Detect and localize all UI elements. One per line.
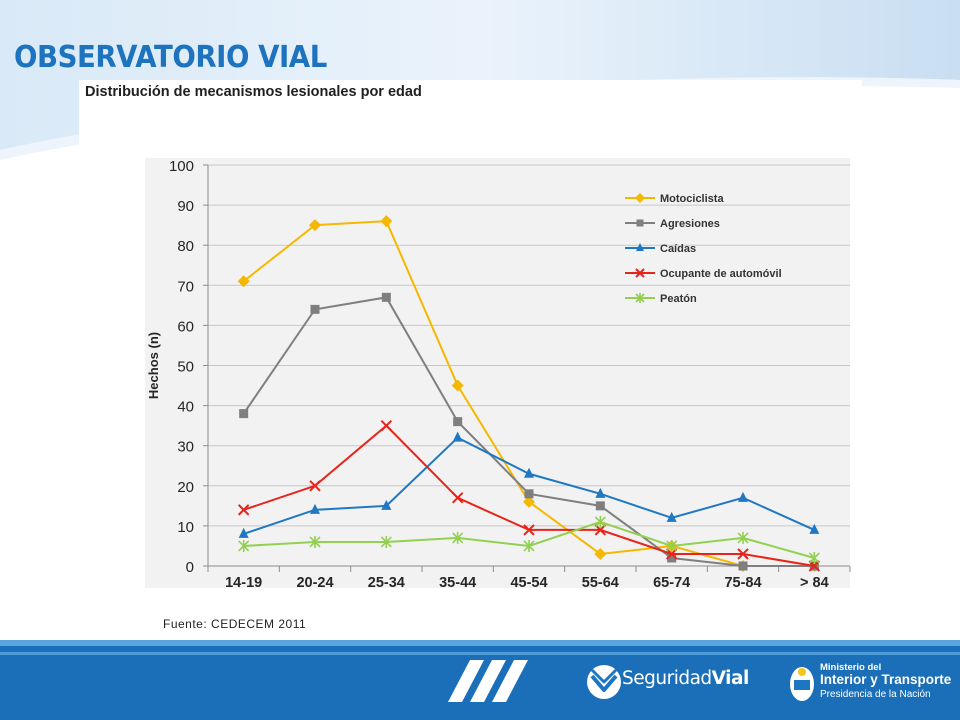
data-point — [524, 489, 534, 499]
y-tick-label: 60 — [177, 318, 194, 335]
data-point — [594, 524, 607, 536]
data-point — [808, 551, 820, 564]
x-tick-label: 55-64 — [582, 575, 619, 591]
source-note: Fuente: CEDECEM 2011 — [163, 617, 307, 631]
legend-marker — [635, 293, 645, 303]
data-point — [309, 535, 321, 548]
legend-label: Peatón — [660, 293, 697, 305]
data-point — [524, 467, 534, 478]
y-axis-label: Hechos (n) — [146, 332, 161, 399]
data-point — [380, 419, 393, 432]
legend-label: Caídas — [660, 243, 696, 255]
data-point — [594, 547, 607, 560]
y-tick-label: 90 — [177, 198, 194, 215]
data-point — [310, 304, 320, 314]
data-point — [667, 553, 677, 563]
x-tick-label: 35-44 — [439, 575, 476, 591]
data-point — [666, 511, 677, 522]
data-point — [451, 492, 464, 504]
data-point — [380, 215, 393, 228]
x-tick-label: 25-34 — [368, 575, 405, 591]
legend-marker — [636, 243, 644, 251]
ministry-line-2: Interior y Transporte — [820, 672, 952, 687]
data-point — [523, 539, 535, 552]
data-point — [309, 480, 321, 492]
brand-title: OBSERVATORIO VIAL — [14, 40, 327, 75]
seguridad-vial-prefix: Seguridad — [622, 668, 712, 689]
footer-slash-marks — [448, 660, 528, 702]
data-point — [237, 504, 250, 516]
data-point — [523, 524, 535, 536]
y-tick-label: 20 — [177, 479, 194, 496]
legend-label: Ocupante de automóvil — [660, 268, 782, 280]
national-coat-of-arms-icon — [790, 667, 814, 701]
data-point — [808, 560, 821, 572]
seguridad-vial-suffix: Vial — [711, 668, 750, 689]
footer-stripe — [0, 640, 960, 646]
y-tick-label: 50 — [177, 359, 194, 376]
x-tick-label: 14-19 — [225, 575, 262, 591]
chart-title: Distribución de mecanismos lesionales po… — [85, 84, 422, 100]
data-point — [238, 539, 250, 552]
legend-label: Motociclista — [660, 193, 724, 205]
data-point — [738, 561, 748, 571]
data-point — [380, 535, 392, 548]
x-tick-label: 65-74 — [653, 575, 690, 591]
ministry-line-3: Presidencia de la Nación — [820, 689, 931, 700]
x-tick-label: > 84 — [800, 575, 829, 591]
data-point — [309, 219, 321, 232]
data-point — [239, 409, 249, 419]
data-point — [451, 379, 464, 392]
legend-marker — [636, 219, 644, 227]
data-point — [737, 531, 749, 544]
y-tick-label: 100 — [169, 158, 194, 175]
seguridad-vial-logo-icon — [587, 665, 621, 699]
seguridad-vial-logo: SeguridadVial — [622, 668, 749, 689]
data-point — [238, 527, 249, 538]
data-point — [453, 417, 463, 427]
data-point — [665, 548, 678, 560]
x-tick-label: 75-84 — [724, 575, 761, 591]
y-tick-label: 70 — [177, 278, 194, 295]
data-point — [237, 275, 250, 288]
legend-marker — [635, 193, 645, 203]
y-tick-label: 30 — [177, 439, 194, 456]
data-point — [523, 495, 535, 508]
legend-marker — [635, 268, 645, 278]
data-point — [452, 531, 464, 544]
data-point — [666, 539, 678, 552]
y-tick-label: 80 — [177, 238, 194, 255]
data-point — [310, 503, 320, 514]
footer-stripe-thin — [0, 652, 960, 655]
data-point — [381, 499, 392, 510]
x-tick-label: 20-24 — [296, 575, 333, 591]
y-tick-label: 0 — [186, 559, 194, 576]
data-point — [381, 292, 391, 302]
data-point — [594, 515, 606, 528]
data-point — [737, 548, 749, 560]
x-tick-label: 45-54 — [510, 575, 547, 591]
y-tick-label: 10 — [177, 519, 194, 536]
ministry-line-1: Ministerio del — [820, 662, 882, 673]
data-point — [738, 491, 748, 502]
data-point — [809, 523, 820, 534]
data-point — [452, 431, 463, 442]
data-point — [595, 487, 606, 498]
legend-label: Agresiones — [660, 218, 720, 230]
y-tick-label: 40 — [177, 399, 194, 416]
data-point — [595, 501, 605, 511]
